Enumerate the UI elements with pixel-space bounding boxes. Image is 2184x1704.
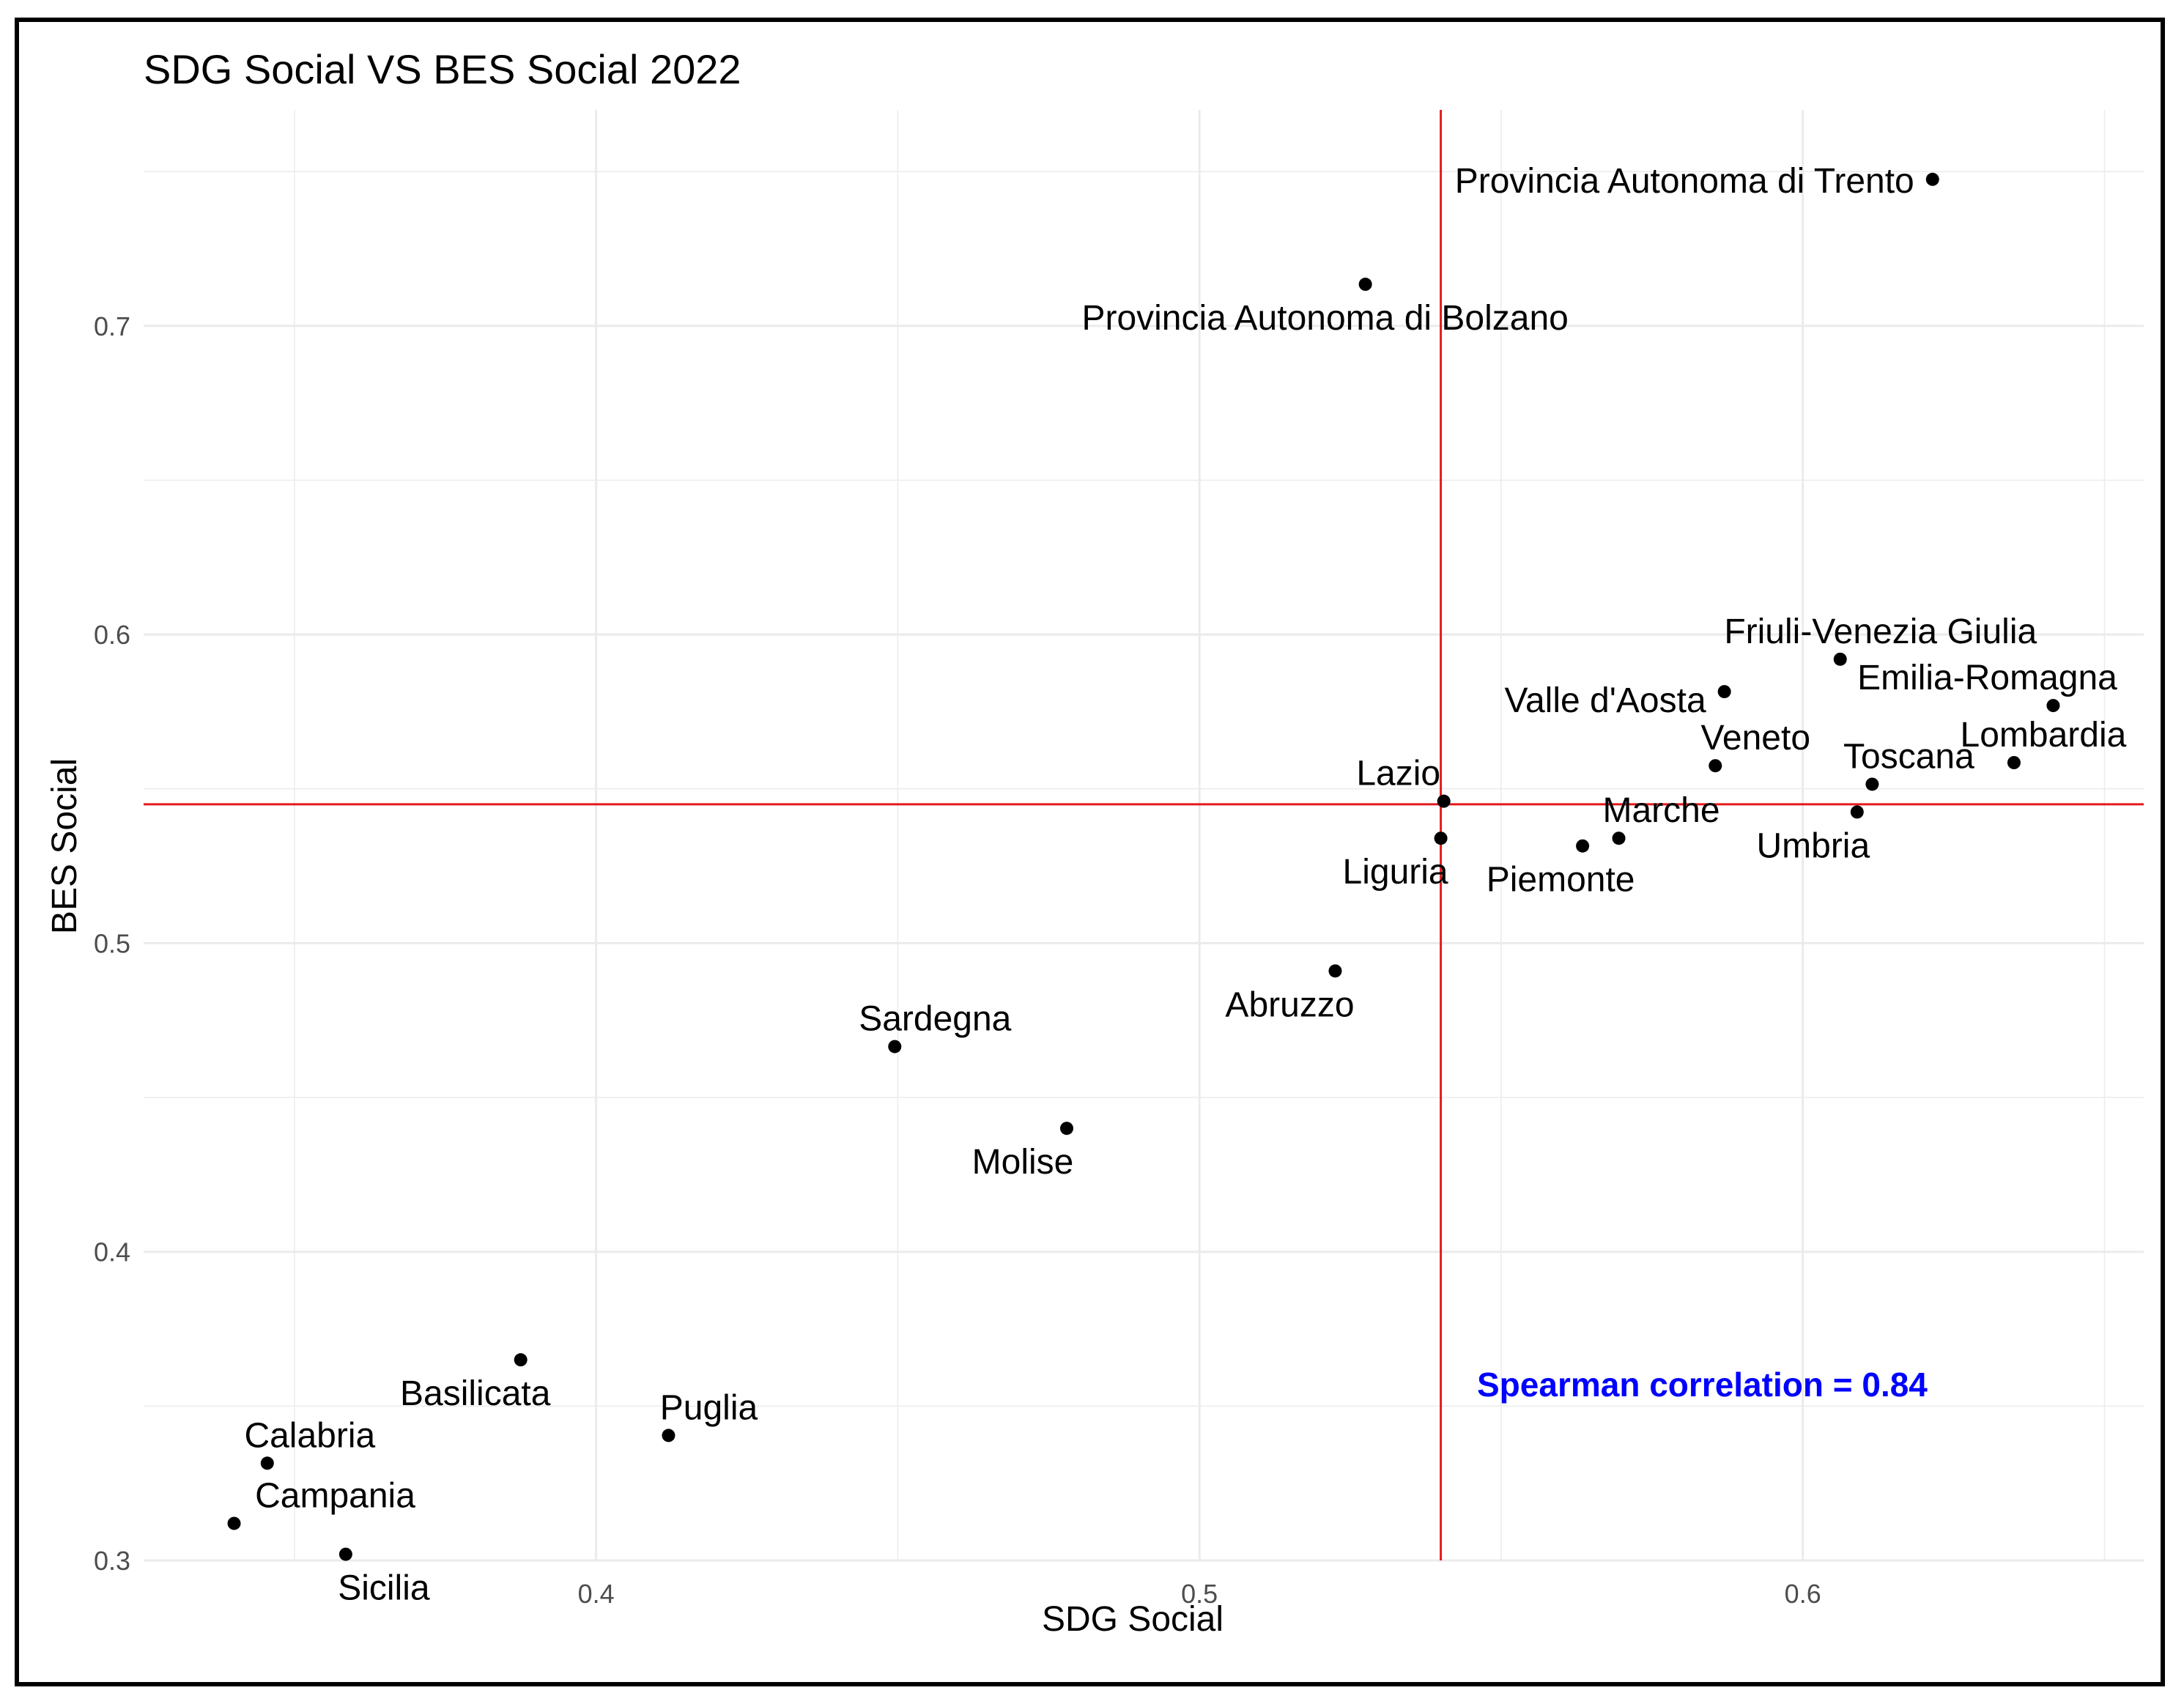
data-point <box>1437 794 1451 808</box>
data-point <box>2007 756 2021 769</box>
data-point <box>227 1516 241 1530</box>
x-axis-label: SDG Social <box>1042 1600 1224 1639</box>
point-label: Provincia Autonoma di Bolzano <box>1081 299 1568 338</box>
grid <box>144 110 2144 1562</box>
point-label: Marche <box>1602 791 1720 830</box>
y-tick-label: 0.4 <box>94 1237 130 1267</box>
point-label: Friuli-Venezia Giulia <box>1724 612 2037 651</box>
point-label: Veneto <box>1701 719 1810 757</box>
data-point <box>2046 699 2060 713</box>
data-point <box>1576 839 1590 853</box>
point-label: Umbria <box>1756 826 1870 865</box>
data-point <box>1709 759 1722 773</box>
data-point <box>1850 805 1864 819</box>
point-labels: Provincia Autonoma di Trento Provincia Au… <box>244 162 2126 1608</box>
point-label: Provincia Autonoma di Trento <box>1455 162 1914 201</box>
data-point <box>662 1429 675 1442</box>
point-label: Molise <box>972 1143 1074 1182</box>
x-tick-label: 0.5 <box>1181 1579 1218 1609</box>
data-point <box>1060 1122 1073 1136</box>
data-point <box>888 1040 902 1053</box>
spearman-annotation: Spearman correlation = 0.84 <box>1477 1366 1928 1404</box>
x-tick-label: 0.6 <box>1785 1579 1821 1609</box>
point-label: Sardegna <box>859 1000 1011 1039</box>
point-label: Toscana <box>1843 737 1974 776</box>
data-point <box>260 1456 274 1470</box>
point-label: Calabria <box>244 1416 375 1455</box>
point-label: Liguria <box>1343 853 1448 892</box>
data-points <box>227 172 2060 1561</box>
point-label: Lombardia <box>1961 716 2127 755</box>
point-label: Lazio <box>1356 755 1440 793</box>
data-point <box>1434 831 1448 845</box>
data-point <box>1833 652 1847 666</box>
chart-frame: 0.4 0.5 0.6 0.3 0.4 0.5 0.6 0.7 Provincia Auton… <box>15 18 2165 1686</box>
point-label: Abruzzo <box>1225 985 1354 1024</box>
data-point <box>1717 685 1731 699</box>
data-point <box>1865 777 1879 791</box>
x-tick-label: 0.4 <box>578 1579 615 1609</box>
data-point <box>1358 278 1372 292</box>
data-point <box>338 1547 352 1561</box>
data-point <box>1612 831 1626 845</box>
point-label: Valle d'Aosta <box>1505 681 1706 720</box>
point-label: Piemonte <box>1487 861 1635 900</box>
tick-labels: 0.4 0.5 0.6 0.3 0.4 0.5 0.6 0.7 <box>94 311 1821 1609</box>
point-label: Campania <box>255 1476 415 1515</box>
y-tick-label: 0.5 <box>94 928 130 958</box>
y-axis-label: BES Social <box>45 758 84 934</box>
y-tick-label: 0.3 <box>94 1546 130 1576</box>
data-point <box>1925 172 1939 186</box>
y-tick-label: 0.7 <box>94 311 130 341</box>
data-point <box>514 1353 528 1367</box>
data-point <box>1328 964 1342 978</box>
chart-title: SDG Social VS BES Social 2022 <box>144 46 741 92</box>
point-label: Basilicata <box>400 1374 551 1413</box>
point-label: Sicilia <box>338 1569 430 1608</box>
point-label: Emilia-Romagna <box>1857 659 2117 697</box>
scatter-chart: 0.4 0.5 0.6 0.3 0.4 0.5 0.6 0.7 Provincia Auton… <box>45 46 2144 1639</box>
y-tick-label: 0.6 <box>94 620 130 650</box>
point-label: Puglia <box>660 1388 758 1427</box>
